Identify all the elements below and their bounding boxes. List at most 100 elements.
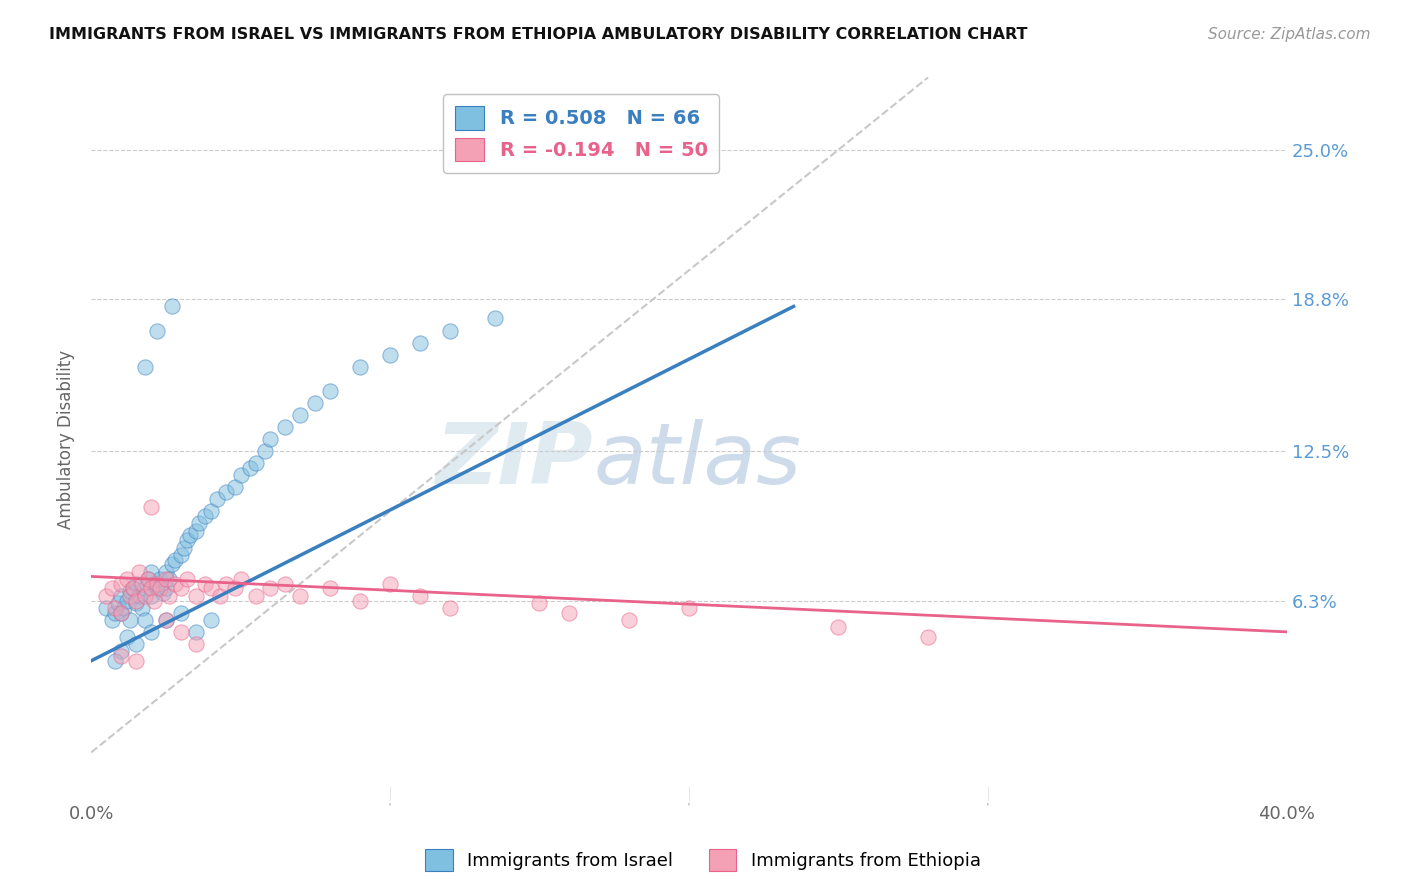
Point	[238, 461, 260, 475]
Point	[827, 620, 849, 634]
Point	[94, 600, 117, 615]
Point	[378, 348, 401, 362]
Point	[290, 589, 312, 603]
Point	[125, 654, 148, 668]
Point	[184, 624, 207, 639]
Point	[134, 589, 156, 603]
Point	[617, 613, 640, 627]
Point	[245, 589, 267, 603]
Point	[349, 593, 371, 607]
Point	[131, 600, 153, 615]
Point	[104, 600, 127, 615]
Point	[274, 420, 297, 434]
Point	[142, 576, 165, 591]
Point	[304, 396, 326, 410]
Point	[128, 589, 150, 603]
Point	[224, 480, 246, 494]
Point	[115, 593, 138, 607]
Point	[149, 572, 172, 586]
Point	[115, 630, 138, 644]
Point	[163, 552, 186, 566]
Point	[319, 582, 342, 596]
Point	[187, 516, 209, 531]
Text: IMMIGRANTS FROM ISRAEL VS IMMIGRANTS FROM ETHIOPIA AMBULATORY DISABILITY CORRELA: IMMIGRANTS FROM ISRAEL VS IMMIGRANTS FRO…	[49, 27, 1028, 42]
Point	[110, 589, 132, 603]
Point	[125, 596, 148, 610]
Point	[155, 572, 177, 586]
Point	[170, 624, 193, 639]
Point	[290, 408, 312, 422]
Point	[176, 572, 198, 586]
Point	[319, 384, 342, 398]
Point	[110, 644, 132, 658]
Point	[107, 596, 129, 610]
Point	[157, 589, 180, 603]
Point	[118, 589, 141, 603]
Point	[184, 589, 207, 603]
Point	[163, 576, 186, 591]
Point	[229, 468, 252, 483]
Text: Source: ZipAtlas.com: Source: ZipAtlas.com	[1208, 27, 1371, 42]
Point	[146, 324, 169, 338]
Point	[131, 576, 153, 591]
Point	[157, 572, 180, 586]
Point	[115, 572, 138, 586]
Point	[439, 324, 461, 338]
Point	[118, 613, 141, 627]
Point	[160, 558, 183, 572]
Point	[112, 600, 135, 615]
Point	[142, 593, 165, 607]
Legend: Immigrants from Israel, Immigrants from Ethiopia: Immigrants from Israel, Immigrants from …	[418, 842, 988, 879]
Point	[134, 359, 156, 374]
Point	[259, 582, 281, 596]
Legend: R = 0.508   N = 66, R = -0.194   N = 50: R = 0.508 N = 66, R = -0.194 N = 50	[443, 95, 720, 173]
Point	[101, 613, 124, 627]
Point	[214, 485, 236, 500]
Point	[110, 606, 132, 620]
Point	[160, 300, 183, 314]
Point	[134, 613, 156, 627]
Point	[101, 582, 124, 596]
Text: ZIP: ZIP	[436, 419, 593, 502]
Point	[110, 648, 132, 663]
Point	[155, 613, 177, 627]
Point	[224, 582, 246, 596]
Point	[259, 432, 281, 446]
Text: atlas: atlas	[593, 419, 801, 502]
Point	[104, 606, 127, 620]
Point	[678, 600, 700, 615]
Point	[184, 524, 207, 538]
Point	[136, 572, 159, 586]
Point	[173, 541, 195, 555]
Point	[110, 576, 132, 591]
Point	[118, 583, 141, 598]
Point	[409, 335, 432, 350]
Point	[245, 456, 267, 470]
Point	[170, 606, 193, 620]
Point	[128, 565, 150, 579]
Point	[146, 576, 169, 591]
Point	[94, 589, 117, 603]
Point	[558, 606, 581, 620]
Point	[200, 613, 222, 627]
Point	[194, 576, 217, 591]
Point	[110, 606, 132, 620]
Point	[139, 589, 162, 603]
Point	[139, 624, 162, 639]
Point	[170, 548, 193, 562]
Point	[170, 582, 193, 596]
Point	[179, 528, 201, 542]
Point	[122, 582, 145, 596]
Point	[155, 565, 177, 579]
Point	[229, 572, 252, 586]
Point	[274, 576, 297, 591]
Y-axis label: Ambulatory Disability: Ambulatory Disability	[58, 350, 75, 529]
Point	[200, 504, 222, 518]
Point	[125, 637, 148, 651]
Point	[378, 576, 401, 591]
Point	[184, 637, 207, 651]
Point	[104, 654, 127, 668]
Point	[194, 509, 217, 524]
Point	[484, 311, 506, 326]
Point	[208, 589, 231, 603]
